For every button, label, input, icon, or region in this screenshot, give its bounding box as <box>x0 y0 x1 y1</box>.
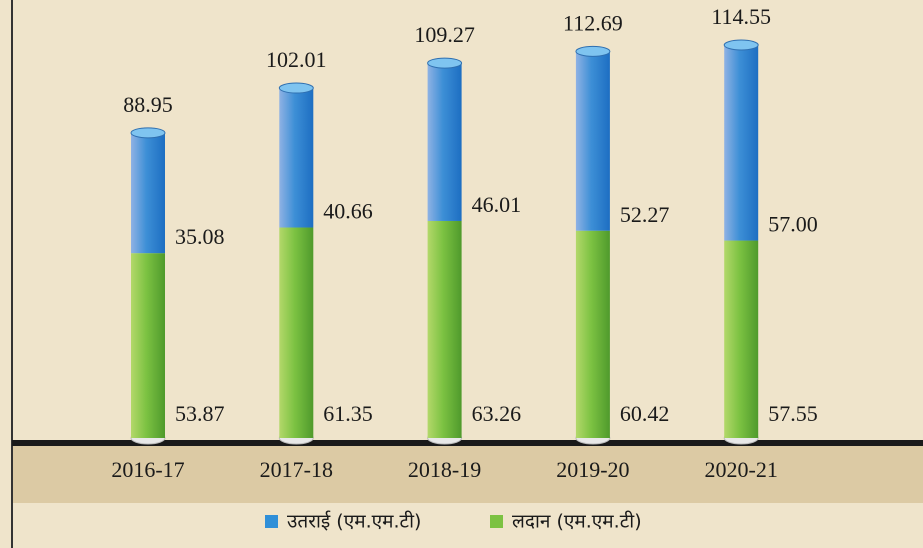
x-tick-label: 2020-21 <box>705 457 778 482</box>
value-label: 52.27 <box>620 202 670 227</box>
cylinder-top <box>427 57 463 69</box>
x-tick-label: 2018-19 <box>408 457 481 482</box>
bar-segment <box>575 230 610 438</box>
cylinder-top <box>278 82 314 94</box>
value-label: 46.01 <box>472 192 521 217</box>
legend-swatch <box>265 515 278 528</box>
cylinder-top <box>723 39 759 51</box>
legend-swatch <box>490 515 503 528</box>
x-tick-label: 2017-18 <box>260 457 333 482</box>
bar-segment <box>279 88 314 228</box>
cylinder-top <box>130 127 166 139</box>
total-label: 88.95 <box>123 92 173 117</box>
value-label: 53.87 <box>175 401 225 426</box>
value-label: 57.55 <box>768 401 818 426</box>
value-label: 35.08 <box>175 224 225 249</box>
total-label: 112.69 <box>563 10 623 35</box>
bar-segment <box>575 51 610 231</box>
bar-segment <box>724 45 759 241</box>
value-label: 57.00 <box>768 212 818 237</box>
cylinder-top <box>575 45 611 57</box>
legend-label: उतराई (एम.एम.टी) <box>287 510 421 533</box>
total-label: 109.27 <box>414 22 475 47</box>
x-tick-label: 2016-17 <box>111 457 184 482</box>
bar-segment <box>131 132 165 254</box>
bar-segment <box>131 253 165 438</box>
x-tick-label: 2019-20 <box>556 457 629 482</box>
total-label: 114.55 <box>711 4 771 29</box>
axis-band <box>12 445 923 503</box>
value-label: 61.35 <box>323 401 373 426</box>
bar-segment <box>724 240 759 438</box>
value-label: 60.42 <box>620 401 670 426</box>
bar-segment <box>427 220 462 438</box>
bar-segment <box>279 227 314 438</box>
legend-label: लदान (एम.एम.टी) <box>512 510 642 533</box>
bar-segment <box>427 63 462 221</box>
value-label: 40.66 <box>323 199 373 224</box>
total-label: 102.01 <box>266 47 327 72</box>
value-label: 63.26 <box>472 401 521 426</box>
